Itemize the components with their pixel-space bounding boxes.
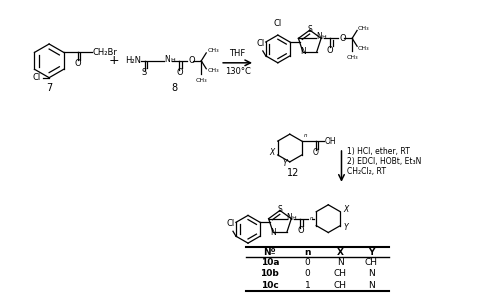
- Text: 1) HCl, ether, RT: 1) HCl, ether, RT: [348, 147, 410, 156]
- Text: 2) EDCl, HOBt, Et₃N: 2) EDCl, HOBt, Et₃N: [348, 157, 422, 166]
- Text: S: S: [308, 25, 312, 34]
- Text: n: n: [304, 133, 308, 138]
- Text: O: O: [188, 56, 195, 65]
- Text: Y: Y: [368, 248, 374, 257]
- Text: Cl: Cl: [256, 39, 265, 48]
- Text: Nº: Nº: [264, 248, 276, 257]
- Text: CH₃: CH₃: [196, 78, 207, 83]
- Text: O: O: [339, 34, 346, 43]
- Text: N: N: [368, 269, 374, 278]
- Text: Cl: Cl: [33, 73, 41, 82]
- Text: CH: CH: [365, 258, 378, 267]
- Text: Cl: Cl: [274, 19, 282, 28]
- Text: CH₂Cl₂, RT: CH₂Cl₂, RT: [348, 167, 387, 176]
- Text: S: S: [142, 68, 147, 77]
- Text: THF: THF: [230, 50, 246, 58]
- Text: 10c: 10c: [261, 281, 279, 290]
- Text: CH₃: CH₃: [358, 26, 370, 31]
- Text: 12: 12: [286, 168, 299, 178]
- Text: H₂N: H₂N: [124, 56, 140, 65]
- Text: H: H: [292, 216, 296, 221]
- Text: S: S: [278, 205, 282, 214]
- Text: 8: 8: [172, 82, 177, 93]
- Text: CH₃: CH₃: [207, 68, 219, 73]
- Text: O: O: [74, 59, 81, 68]
- Text: Y: Y: [282, 159, 287, 169]
- Text: CH₃: CH₃: [207, 48, 219, 53]
- Text: H: H: [170, 58, 175, 63]
- Text: O: O: [176, 68, 182, 77]
- Text: n: n: [310, 216, 313, 221]
- Text: n: n: [304, 248, 311, 257]
- Text: O: O: [297, 226, 304, 235]
- Text: X: X: [344, 205, 348, 214]
- Text: N: N: [316, 32, 322, 41]
- Text: 10b: 10b: [260, 269, 280, 278]
- Text: N: N: [368, 281, 374, 290]
- Text: CH: CH: [334, 269, 347, 278]
- Text: 0: 0: [305, 269, 310, 278]
- Text: 10a: 10a: [260, 258, 279, 267]
- Text: +: +: [108, 54, 119, 67]
- Text: N: N: [286, 213, 292, 222]
- Text: CH: CH: [334, 281, 347, 290]
- Text: Y: Y: [344, 223, 348, 232]
- Text: X: X: [270, 149, 274, 157]
- Text: N: N: [337, 258, 344, 267]
- Text: X: X: [337, 248, 344, 257]
- Text: 130°C: 130°C: [224, 67, 250, 76]
- Text: O: O: [327, 46, 334, 55]
- Text: 7: 7: [46, 82, 52, 93]
- Text: Cl: Cl: [227, 219, 235, 228]
- Text: 1: 1: [305, 281, 310, 290]
- Text: H: H: [322, 35, 326, 40]
- Text: 0: 0: [305, 258, 310, 267]
- Text: N: N: [164, 55, 170, 64]
- Text: N: N: [270, 228, 276, 237]
- Text: CH₃: CH₃: [346, 55, 358, 60]
- Text: O: O: [313, 149, 318, 157]
- Text: CH₃: CH₃: [358, 46, 370, 51]
- Text: CH₂Br: CH₂Br: [92, 48, 118, 57]
- Text: N: N: [300, 47, 306, 56]
- Text: OH: OH: [324, 137, 336, 146]
